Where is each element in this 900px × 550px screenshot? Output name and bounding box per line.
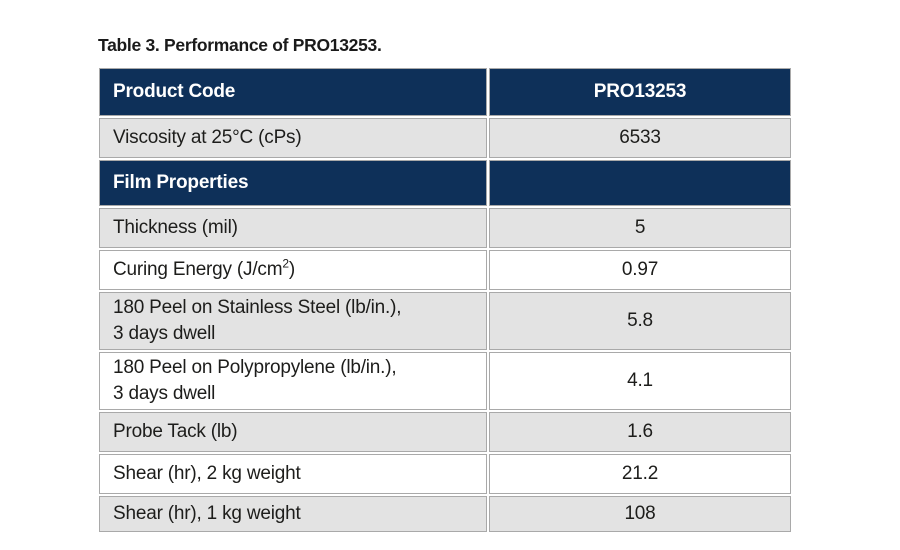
performance-table: Product Code PRO13253 Viscosity at 25°C … (97, 66, 793, 534)
curing-energy-value: 0.97 (489, 250, 791, 290)
curing-energy-label-close: ) (288, 259, 295, 280)
curing-energy-label-text: Curing Energy (J/cm (113, 259, 283, 280)
table-row-peel-stainless-steel: 180 Peel on Stainless Steel (lb/in.), 3 … (99, 292, 791, 350)
peel-stainless-steel-line2: 3 days dwell (113, 323, 216, 344)
peel-stainless-steel-label: 180 Peel on Stainless Steel (lb/in.), 3 … (99, 292, 487, 350)
peel-stainless-steel-value: 5.8 (489, 292, 791, 350)
section-header-film-properties: Film Properties (99, 160, 791, 206)
shear-2kg-value: 21.2 (489, 454, 791, 494)
column-header-product-code: Product Code (99, 68, 487, 116)
probe-tack-value: 1.6 (489, 412, 791, 452)
table-caption: Table 3. Performance of PRO13253. (98, 35, 382, 55)
film-properties-label: Film Properties (99, 160, 487, 206)
column-header-pro13253: PRO13253 (489, 68, 791, 116)
table-header-row: Product Code PRO13253 (99, 68, 791, 116)
peel-stainless-steel-line1: 180 Peel on Stainless Steel (lb/in.), (113, 297, 402, 318)
shear-1kg-label: Shear (hr), 1 kg weight (99, 496, 487, 532)
film-properties-empty-cell (489, 160, 791, 206)
table-row-curing-energy: Curing Energy (J/cm2) 0.97 (99, 250, 791, 290)
table-row-shear-2kg: Shear (hr), 2 kg weight 21.2 (99, 454, 791, 494)
thickness-label: Thickness (mil) (99, 208, 487, 248)
thickness-value: 5 (489, 208, 791, 248)
shear-2kg-label: Shear (hr), 2 kg weight (99, 454, 487, 494)
table-row-peel-polypropylene: 180 Peel on Polypropylene (lb/in.), 3 da… (99, 352, 791, 410)
table-row-thickness: Thickness (mil) 5 (99, 208, 791, 248)
table-row-probe-tack: Probe Tack (lb) 1.6 (99, 412, 791, 452)
shear-1kg-value: 108 (489, 496, 791, 532)
peel-polypropylene-line2: 3 days dwell (113, 383, 216, 404)
peel-polypropylene-value: 4.1 (489, 352, 791, 410)
viscosity-value: 6533 (489, 118, 791, 158)
table-row-viscosity: Viscosity at 25°C (cPs) 6533 (99, 118, 791, 158)
table-row-shear-1kg: Shear (hr), 1 kg weight 108 (99, 496, 791, 532)
viscosity-label: Viscosity at 25°C (cPs) (99, 118, 487, 158)
peel-polypropylene-label: 180 Peel on Polypropylene (lb/in.), 3 da… (99, 352, 487, 410)
peel-polypropylene-line1: 180 Peel on Polypropylene (lb/in.), (113, 357, 397, 378)
curing-energy-superscript: 2 (282, 256, 289, 271)
curing-energy-label: Curing Energy (J/cm2) (99, 250, 487, 290)
probe-tack-label: Probe Tack (lb) (99, 412, 487, 452)
